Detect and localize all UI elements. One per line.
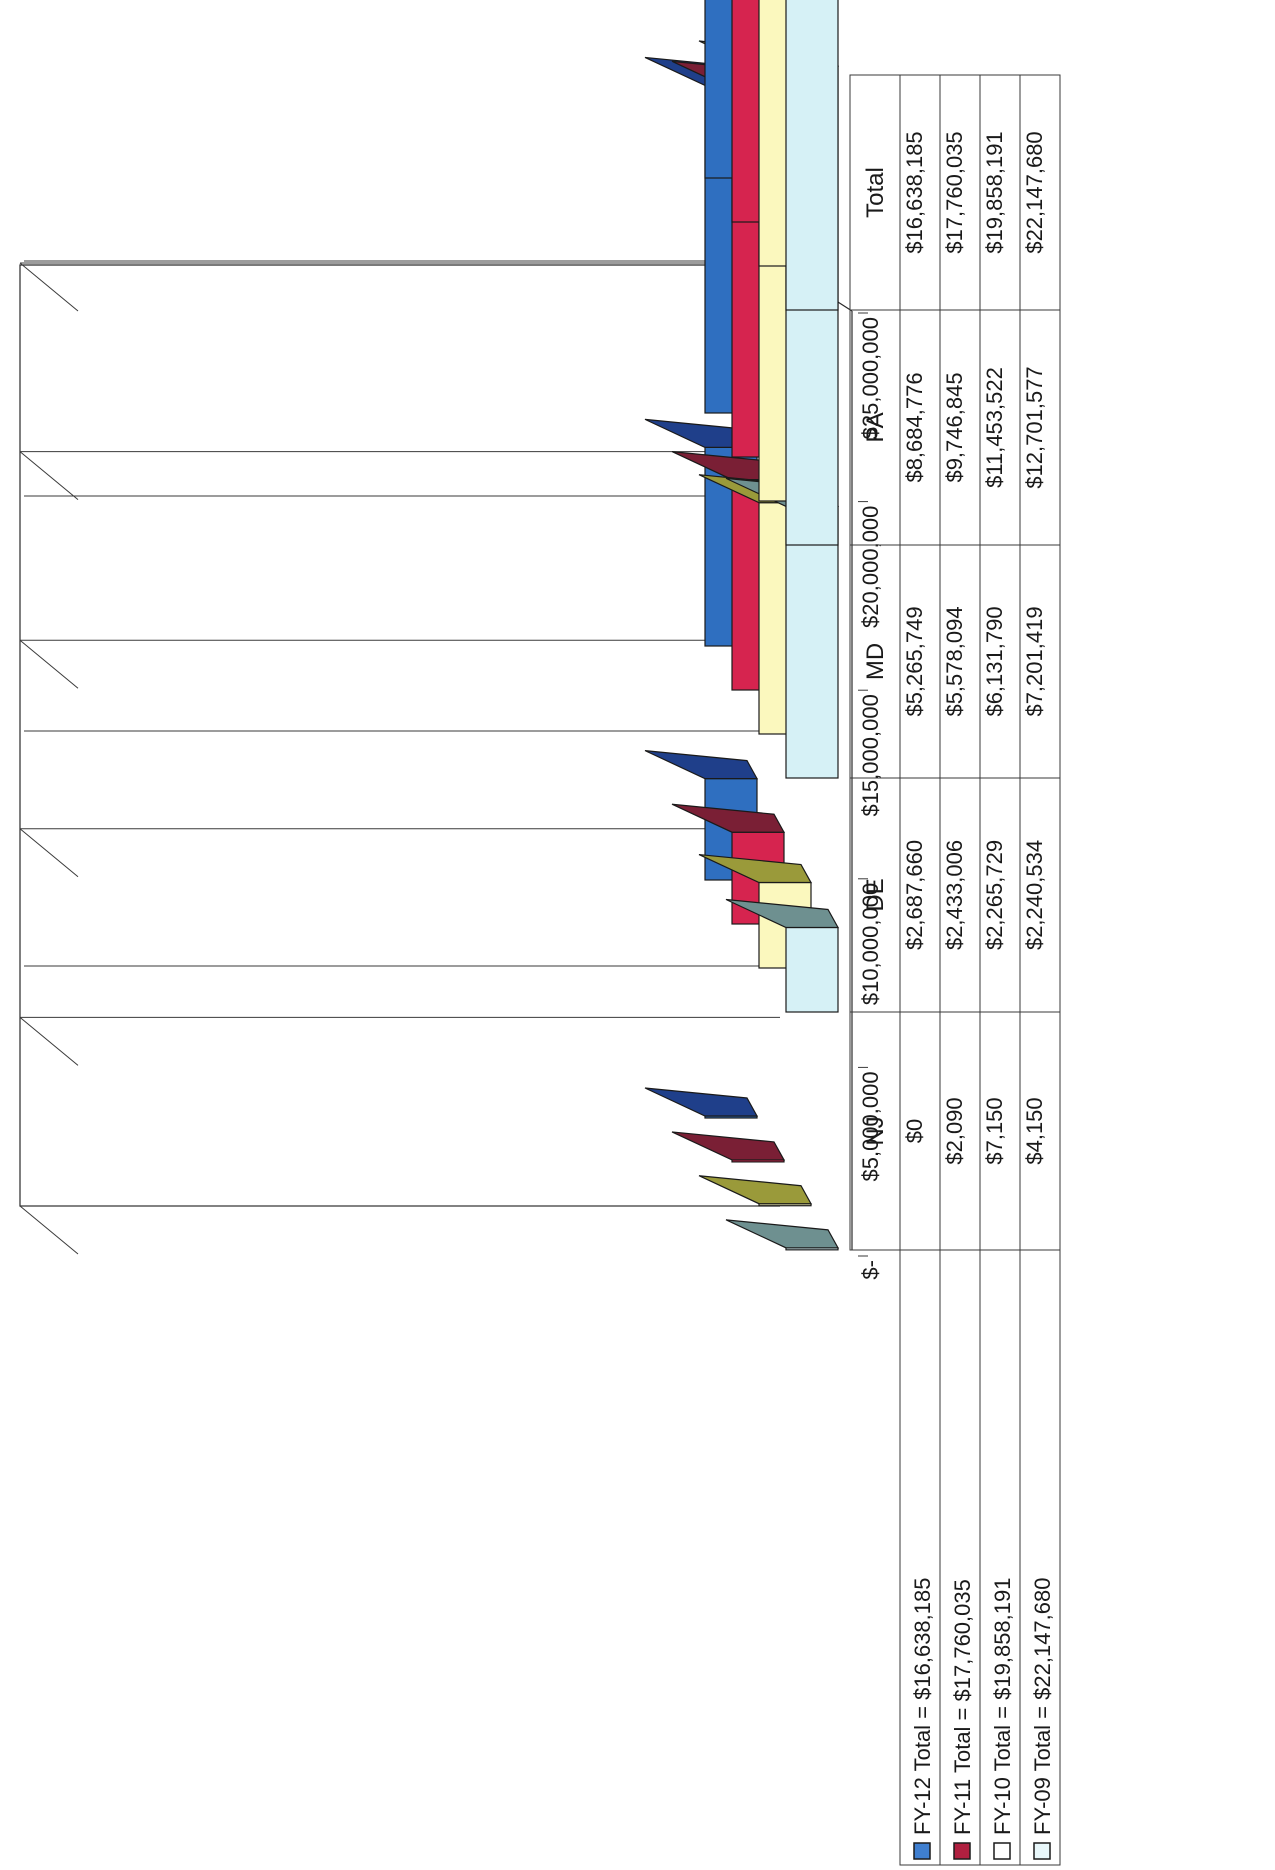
cell-md-fy-11: $5,578,094 xyxy=(942,606,967,716)
gridline-depth-2 xyxy=(19,828,79,878)
cell-total-fy-11: $17,760,035 xyxy=(942,131,967,253)
gridline-depth-5 xyxy=(19,262,79,312)
cell-de-fy-10: $2,265,729 xyxy=(982,840,1007,950)
legend-label-fy-10: FY-10 Total = $19,858,191 xyxy=(990,1578,1015,1836)
legend-label-fy-09: FY-09 Total = $22,147,680 xyxy=(1030,1578,1055,1836)
cell-md-fy-12: $5,265,749 xyxy=(902,606,927,716)
legend-item-fy-12: FY-12 Total = $16,638,185 xyxy=(910,1578,935,1860)
cell-nj-fy-12: $0 xyxy=(902,1119,927,1143)
legend-label-fy-12: FY-12 Total = $16,638,185 xyxy=(910,1578,935,1836)
cell-nj-fy-11: $2,090 xyxy=(942,1097,967,1164)
chart-grid xyxy=(19,260,853,1255)
bar-cap-nj-fy-12 xyxy=(644,1087,759,1117)
bar-cap-nj-fy-10 xyxy=(698,1175,813,1205)
bar-cap-de-fy-10 xyxy=(698,853,813,884)
legend-swatch-fy-12 xyxy=(913,1842,931,1860)
cell-de-fy-12: $2,687,660 xyxy=(902,840,927,950)
gridline-depth-1 xyxy=(19,1017,79,1066)
cell-md-fy-10: $6,131,790 xyxy=(982,606,1007,716)
legend-swatch-fy-09 xyxy=(1033,1842,1051,1860)
cell-total-fy-10: $19,858,191 xyxy=(982,131,1007,253)
legend-item-fy-11: FY-11 Total = $17,760,035 xyxy=(950,1579,975,1860)
cell-pa-fy-10: $11,453,522 xyxy=(982,367,1007,488)
cell-nj-fy-09: $4,150 xyxy=(1022,1097,1047,1164)
category-label-de: DE xyxy=(862,878,889,911)
bar-cap-de-fy-11 xyxy=(671,803,786,833)
tick-label-1: $5,000,000 xyxy=(858,1071,883,1181)
cell-pa-fy-12: $8,684,776 xyxy=(902,372,927,482)
legend-label-fy-11: FY-11 Total = $17,760,035 xyxy=(950,1579,975,1835)
cell-total-fy-09: $22,147,680 xyxy=(1022,131,1047,253)
gridline-depth-4 xyxy=(19,451,79,500)
category-label-total: Total xyxy=(862,167,889,218)
category-nj xyxy=(644,1087,840,1251)
cell-nj-fy-10: $7,150 xyxy=(982,1097,1007,1164)
cell-de-fy-09: $2,240,534 xyxy=(1022,840,1047,950)
value-axis: $- $5,000,000 $10,000,000 $15,000,000 $20,00… xyxy=(858,312,883,1280)
legend-item-fy-10: FY-10 Total = $19,858,191 xyxy=(990,1578,1015,1860)
chart-legend: FY-12 Total = $16,638,185 FY-11 Total = $… xyxy=(899,1249,1061,1866)
tick-label-0: $- xyxy=(858,1260,883,1280)
cell-pa-fy-09: $12,701,577 xyxy=(1022,366,1047,488)
bar-total-fy-09 xyxy=(785,0,839,311)
legend-swatch-fy-10 xyxy=(993,1842,1011,1860)
category-total xyxy=(704,0,839,311)
category-de xyxy=(644,750,840,1013)
cell-total-fy-12: $16,638,185 xyxy=(902,131,927,253)
cell-de-fy-11: $2,433,006 xyxy=(942,840,967,950)
legend-item-fy-09: FY-09 Total = $22,147,680 xyxy=(1030,1578,1055,1860)
tick-label-4: $20,000,000 xyxy=(858,506,883,628)
gridline-depth-0 xyxy=(19,1205,79,1255)
category-label-nj: NJ xyxy=(862,1116,889,1145)
legend-swatch-fy-11 xyxy=(953,1842,971,1860)
category-label-md: MD xyxy=(862,643,889,680)
cell-md-fy-09: $7,201,419 xyxy=(1022,606,1047,716)
bar-md-fy-09 xyxy=(785,505,839,779)
bar-cap-nj-fy-09 xyxy=(725,1219,840,1249)
chart-bars xyxy=(644,0,840,1251)
tick-label-5: $25,000,000 xyxy=(858,317,883,439)
tick-label-3: $15,000,000 xyxy=(858,694,883,816)
gridline-depth-3 xyxy=(19,639,79,689)
bar-cap-nj-fy-11 xyxy=(671,1131,786,1161)
cell-pa-fy-11: $9,746,845 xyxy=(942,372,967,482)
category-label-pa: PA xyxy=(862,412,889,442)
bar-cap-de-fy-09 xyxy=(725,898,840,929)
bar-de-fy-09 xyxy=(785,926,839,1013)
back-wall-frame xyxy=(19,264,780,1207)
tick-label-2: $10,000,000 xyxy=(858,883,883,1005)
bar-cap-de-fy-12 xyxy=(644,750,759,780)
